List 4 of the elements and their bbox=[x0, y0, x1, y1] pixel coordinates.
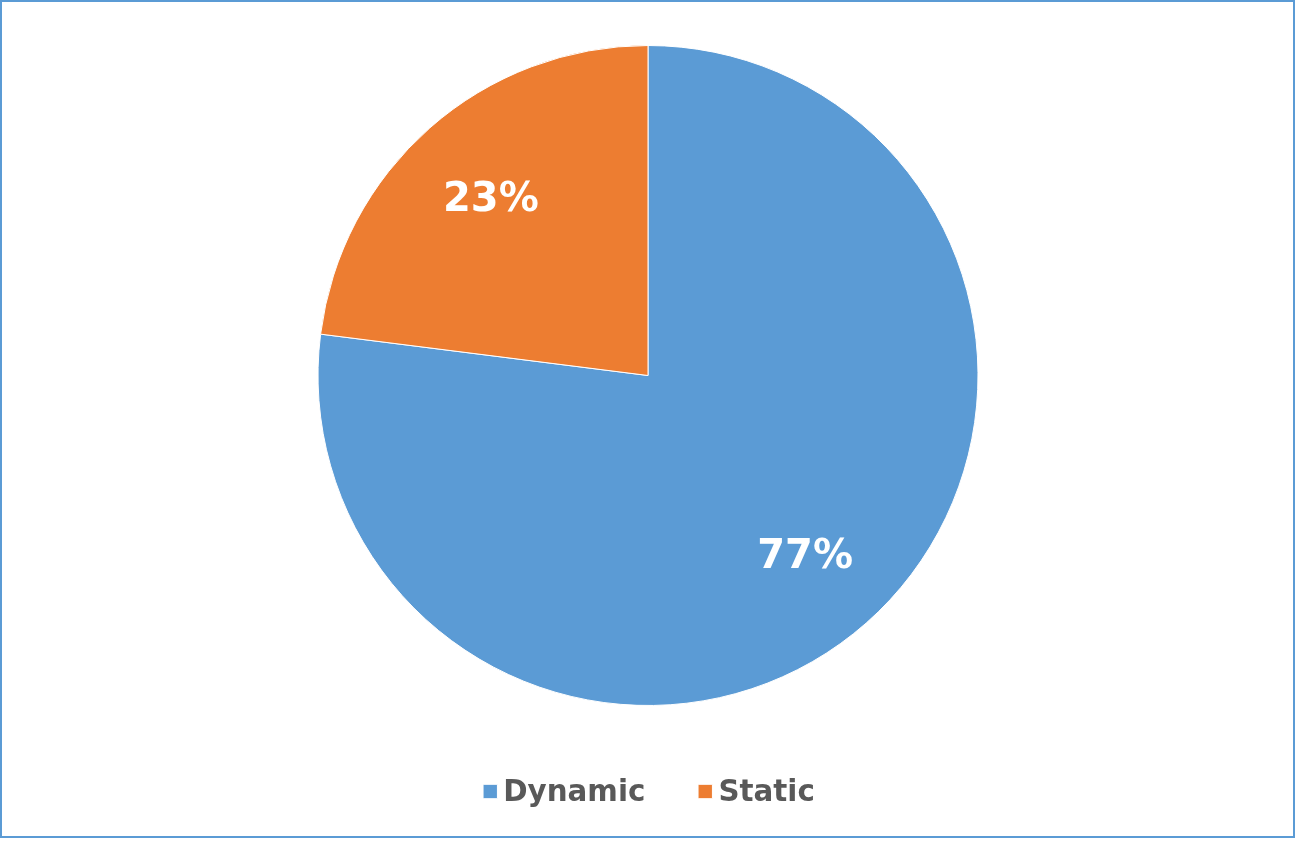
legend-label: Dynamic bbox=[503, 774, 646, 808]
data-label: 23% bbox=[443, 174, 539, 221]
data-label: 77% bbox=[757, 530, 854, 577]
legend-label: Static bbox=[718, 774, 815, 808]
